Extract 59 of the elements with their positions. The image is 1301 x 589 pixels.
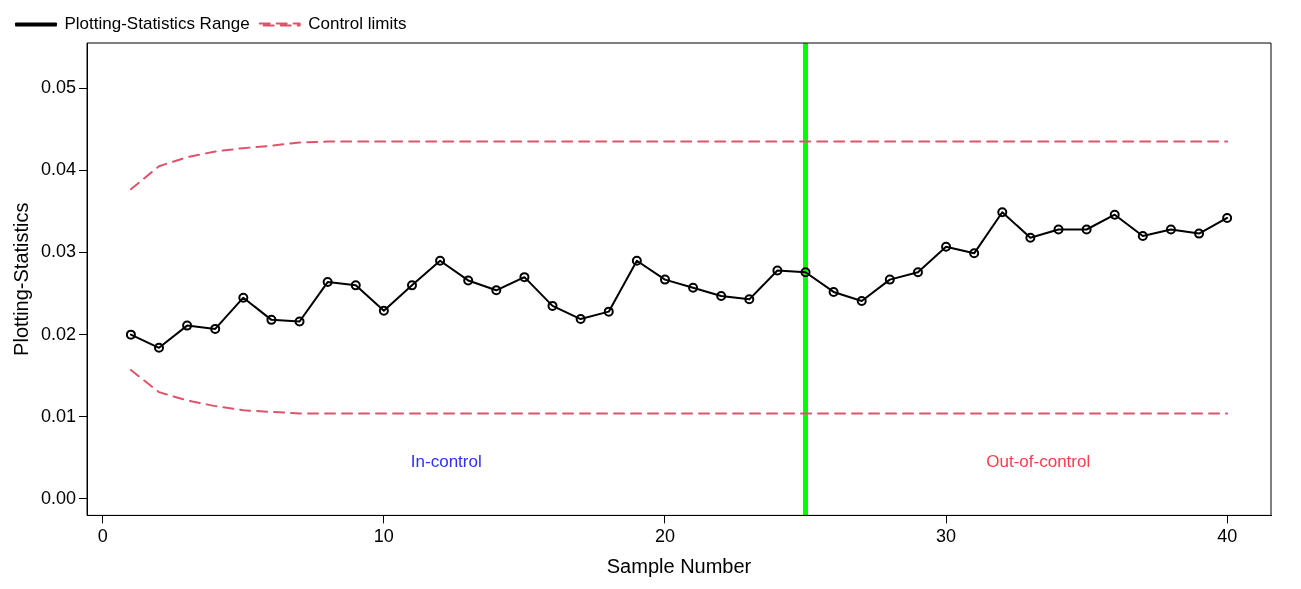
point: [912, 267, 923, 278]
point: [153, 342, 164, 353]
line-series: [129, 368, 1229, 415]
point: [125, 329, 136, 340]
legend-label: Plotting-Statistics Range: [64, 14, 250, 34]
x-tick-label: 0: [97, 526, 108, 547]
y-tick-label: 0.02: [40, 323, 77, 344]
x-tick-label: 20: [654, 526, 675, 547]
point: [800, 267, 811, 278]
point: [519, 272, 530, 283]
y-tick-label: 0.01: [40, 405, 77, 426]
point: [884, 274, 895, 285]
point: [547, 300, 558, 311]
y-tick-label: 0.00: [40, 487, 77, 508]
annotation: Out-of-control: [986, 451, 1091, 471]
point: [688, 282, 699, 293]
point: [210, 323, 221, 334]
point: [659, 274, 670, 285]
point: [491, 285, 502, 296]
point: [772, 265, 783, 276]
y-tick-label: 0.03: [40, 241, 77, 262]
y-tick-label: 0.04: [40, 159, 77, 180]
point: [1222, 212, 1233, 223]
point: [1109, 209, 1120, 220]
point: [1025, 232, 1036, 243]
legend-label: Control limits: [308, 14, 407, 34]
point: [463, 275, 474, 286]
point: [182, 320, 193, 331]
line-series: [129, 140, 1229, 191]
point: [294, 316, 305, 327]
point: [238, 292, 249, 303]
point: [1165, 224, 1176, 235]
point: [350, 280, 361, 291]
point: [997, 207, 1008, 218]
point: [435, 255, 446, 266]
x-tick-label: 30: [936, 526, 957, 547]
point: [1137, 231, 1148, 242]
point: [828, 286, 839, 297]
point: [1194, 228, 1205, 239]
x-tick-label: 10: [373, 526, 394, 547]
point: [378, 305, 389, 316]
point: [716, 291, 727, 302]
y-tick-label: 0.05: [40, 77, 77, 98]
point: [575, 314, 586, 325]
point: [744, 294, 755, 305]
point: [969, 248, 980, 259]
point: [856, 295, 867, 306]
point: [603, 306, 614, 317]
point: [406, 280, 417, 291]
y-axis-title: Plotting-Statistics: [9, 202, 32, 356]
point: [322, 277, 333, 288]
point: [1081, 224, 1092, 235]
point: [941, 241, 952, 252]
x-tick-label: 40: [1217, 526, 1238, 547]
point: [1053, 224, 1064, 235]
x-axis-title: Sample Number: [606, 554, 752, 577]
point: [631, 255, 642, 266]
annotation: In-control: [410, 451, 482, 471]
point: [266, 314, 277, 325]
